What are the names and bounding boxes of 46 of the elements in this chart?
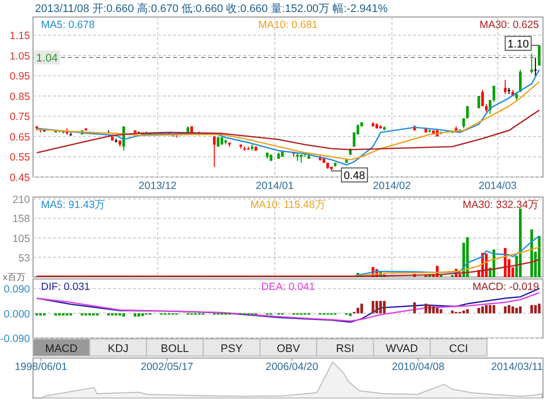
annotation: 0.48 [344, 170, 366, 182]
series-label: DIF: 0.031 [41, 281, 90, 293]
x-tick-label: 1998/06/01 [14, 361, 68, 373]
text: MA5: 0.678 [41, 19, 95, 31]
text: MA5: 91.43万 [41, 199, 106, 211]
text: OBV [276, 343, 301, 355]
y-tick-label: 0.95 [10, 70, 30, 83]
y-tick-label: 1.15 [10, 30, 30, 42]
y-tick-label: 0.75 [10, 111, 30, 124]
text: MACD [45, 343, 78, 355]
text: KDJ [108, 343, 129, 355]
text: MA30: 0.625 [479, 19, 540, 31]
series-label: MACD: -0.019 [472, 281, 540, 293]
text: CCI [449, 343, 468, 355]
y-tick-label: 0.65 [10, 131, 30, 144]
x-tick-label: 2002/05/17 [140, 361, 194, 373]
text: MA10: 115.48万 [250, 199, 326, 211]
x-tick-label: 2013/12 [138, 180, 177, 192]
y-tick-label: 210 [12, 194, 30, 206]
x-tick-label: 2010/04/08 [392, 361, 445, 373]
y-axis-title: x百万 [3, 272, 26, 282]
x-tick-label: 2014/02 [372, 180, 412, 192]
y-tick-label: 0.000 [4, 308, 30, 320]
y-tick-label: -0.090 [0, 333, 30, 345]
text: PSY [220, 343, 244, 355]
text: BOLL [160, 343, 189, 355]
y-tick-label: 0.55 [10, 152, 30, 164]
y-tick-label: 0.85 [10, 90, 30, 103]
y-tick-label: 0.090 [4, 284, 30, 296]
y-tick-label: 53 [18, 252, 30, 264]
text: RSI [336, 343, 354, 355]
text: WVAD [386, 343, 418, 355]
text: MA30: 332.34万 [462, 199, 539, 211]
y-tick-label: 158 [12, 213, 30, 226]
text: DEA: 0.041 [261, 281, 316, 293]
x-tick-label: 2014/03/11 [491, 361, 543, 373]
x-tick-label: 2014/01 [256, 180, 294, 192]
text: MA10: 0.681 [258, 19, 318, 31]
annotation: 1.10 [508, 38, 529, 50]
x-tick-label: 2006/04/20 [266, 361, 318, 373]
x-tick-label: 2014/03 [478, 180, 517, 192]
y-tick-label: 1.05 [10, 50, 30, 62]
y-tick-label: 0.45 [10, 172, 30, 184]
chart-title: 2013/11/08 开:0.660 高:0.670 低:0.660 收:0.660 量:152.00万 幅:-2.941% [35, 2, 388, 15]
ref-line-label: 1.04 [36, 52, 58, 65]
y-tick-label: 105 [12, 232, 30, 245]
